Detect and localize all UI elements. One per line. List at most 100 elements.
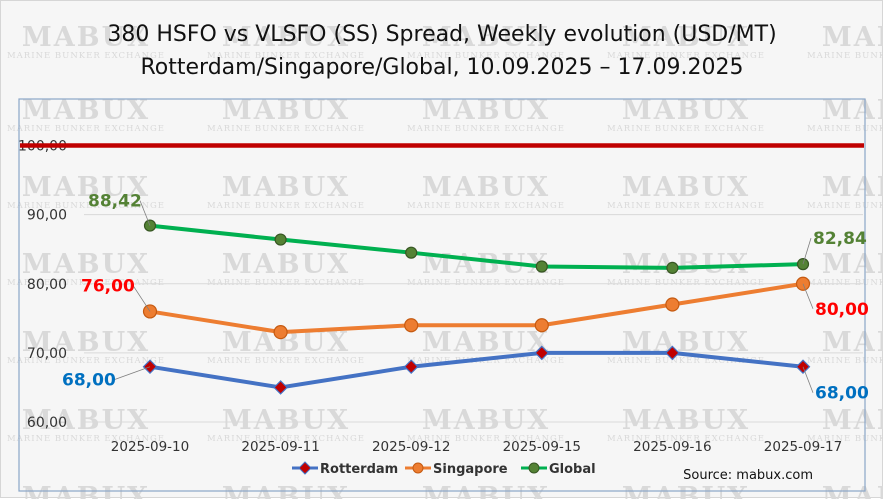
data-label-global-first: 88,42	[88, 192, 142, 212]
watermark-tagline: MARINE BUNKER EXCHANGE	[607, 278, 765, 288]
leader-line-global-last	[802, 238, 812, 265]
data-label-singapore-first: 76,00	[81, 276, 135, 296]
legend-item-singapore[interactable]: Singapore	[405, 462, 508, 477]
chart-title-line2: Rotterdam/Singapore/Global, 10.09.2025 –…	[141, 55, 744, 80]
watermark-tagline: MARINE BUNKER EXCHANGE	[207, 124, 365, 134]
x-tick-label: 2025-09-17	[764, 439, 842, 455]
watermark-logo-text: MABUX	[622, 172, 750, 203]
watermark-logo-text: MABUX	[422, 172, 550, 203]
data-point-global	[405, 246, 418, 259]
data-point-singapore	[534, 318, 549, 333]
watermark-logo-text: MABUX	[222, 95, 350, 126]
watermark-logo-text: MABUX	[22, 405, 150, 436]
y-tick-label: 70,00	[27, 346, 67, 362]
data-point-rotterdam	[795, 359, 811, 375]
data-label-global-last: 82,84	[813, 229, 867, 249]
watermark-tagline: MARINE BUNKER EXCHANGE	[807, 124, 883, 134]
source-credit: Source: mabux.com	[683, 468, 813, 483]
legend-item-rotterdam[interactable]: Rotterdam	[292, 461, 398, 477]
y-tick-label: 90,00	[27, 208, 67, 224]
data-point-rotterdam	[534, 345, 550, 361]
watermark-logo-text: MABUX	[822, 22, 883, 53]
watermark-tagline: MARINE BUNKER EXCHANGE	[607, 434, 765, 444]
watermark-tagline: MARINE BUNKER EXCHANGE	[807, 278, 883, 288]
watermark-tagline: MARINE BUNKER EXCHANGE	[207, 201, 365, 211]
watermark-logo-text: MABUX	[222, 172, 350, 203]
watermark-logo-text: MABUX	[22, 95, 150, 126]
leader-line-singapore-last	[802, 283, 814, 309]
watermark-tagline: MARINE BUNKER EXCHANGE	[407, 434, 565, 444]
leader-line-rotterdam-last	[802, 366, 814, 393]
watermark-tagline: MARINE BUNKER EXCHANGE	[807, 51, 883, 61]
watermark-tagline: MARINE BUNKER EXCHANGE	[407, 201, 565, 211]
watermark-tagline: MARINE BUNKER EXCHANGE	[7, 201, 165, 211]
watermark-tagline: MARINE BUNKER EXCHANGE	[607, 51, 765, 61]
watermark-tagline: MARINE BUNKER EXCHANGE	[607, 356, 765, 366]
watermark-tagline: MARINE BUNKER EXCHANGE	[607, 124, 765, 134]
watermark-tagline: MARINE BUNKER EXCHANGE	[7, 356, 165, 366]
x-tick-label: 2025-09-10	[111, 439, 189, 455]
watermark-tagline: MARINE BUNKER EXCHANGE	[207, 51, 365, 61]
legend-marker-rotterdam	[298, 461, 312, 475]
watermark-logo-text: MABUX	[222, 249, 350, 280]
data-point-singapore	[404, 318, 419, 333]
legend-label-rotterdam: Rotterdam	[320, 462, 398, 477]
watermark-logo-text: MABUX	[22, 22, 150, 53]
watermark-logo-text: MABUX	[222, 22, 350, 53]
gridlines	[84, 214, 863, 423]
watermark-tagline: MARINE BUNKER EXCHANGE	[7, 434, 165, 444]
data-label-rotterdam-first: 68,00	[62, 371, 116, 391]
data-point-global	[274, 233, 287, 246]
watermark-logo-text: MABUX	[622, 95, 750, 126]
watermark-logo-text: MABUX	[622, 405, 750, 436]
x-tick-label: 2025-09-11	[241, 439, 319, 455]
legend-marker-global	[528, 462, 540, 474]
data-point-global	[535, 260, 548, 273]
watermark-logo-text: MABUX	[822, 172, 883, 203]
watermark-tagline: MARINE BUNKER EXCHANGE	[207, 356, 365, 366]
watermark-logo-text: MABUX	[822, 95, 883, 126]
data-point-global	[666, 261, 679, 274]
watermark-tagline: MARINE BUNKER EXCHANGE	[807, 356, 883, 366]
series-line-singapore	[149, 281, 804, 335]
legend-item-global[interactable]: Global	[521, 462, 596, 477]
watermark-tagline: MARINE BUNKER EXCHANGE	[7, 278, 165, 288]
chart-title-line1: 380 HSFO vs VLSFO (SS) Spread, Weekly ev…	[107, 22, 776, 47]
watermark-tagline: MARINE BUNKER EXCHANGE	[607, 201, 765, 211]
data-point-rotterdam	[665, 345, 680, 361]
watermark-tagline: MARINE BUNKER EXCHANGE	[207, 278, 365, 288]
y-tick-label: 60,00	[27, 415, 67, 431]
leader-line-global-first	[139, 200, 151, 226]
plot-frame	[18, 98, 866, 492]
legend-label-singapore: Singapore	[433, 462, 508, 477]
watermark-tagline: MARINE BUNKER EXCHANGE	[807, 201, 883, 211]
series-rotterdam	[142, 345, 811, 395]
y-tick-label: 80,00	[27, 277, 67, 293]
watermark-logo-text: MABUX	[422, 22, 550, 53]
watermark-tagline: MARINE BUNKER EXCHANGE	[407, 278, 565, 288]
watermark-logo-text: MABUX	[22, 172, 150, 203]
